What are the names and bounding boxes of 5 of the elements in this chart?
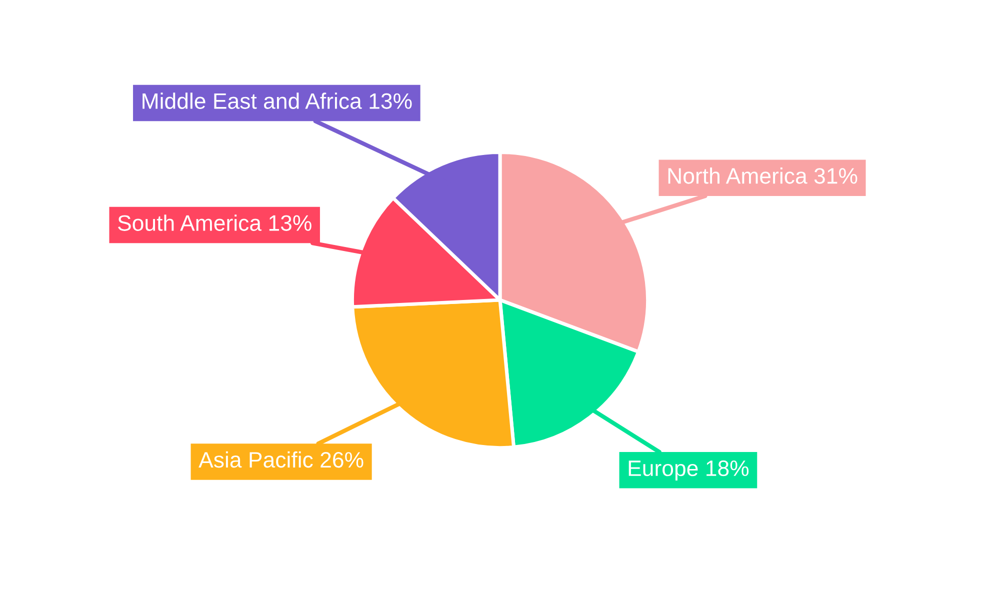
- slice-label: South America 13%: [118, 214, 312, 231]
- slice-label: Europe 18%: [628, 460, 749, 481]
- slice-label: Asia Pacific 26%: [198, 451, 364, 468]
- slice-label: North America 31%: [668, 167, 858, 184]
- slice-label: Middle East and Africa 13%: [142, 92, 412, 109]
